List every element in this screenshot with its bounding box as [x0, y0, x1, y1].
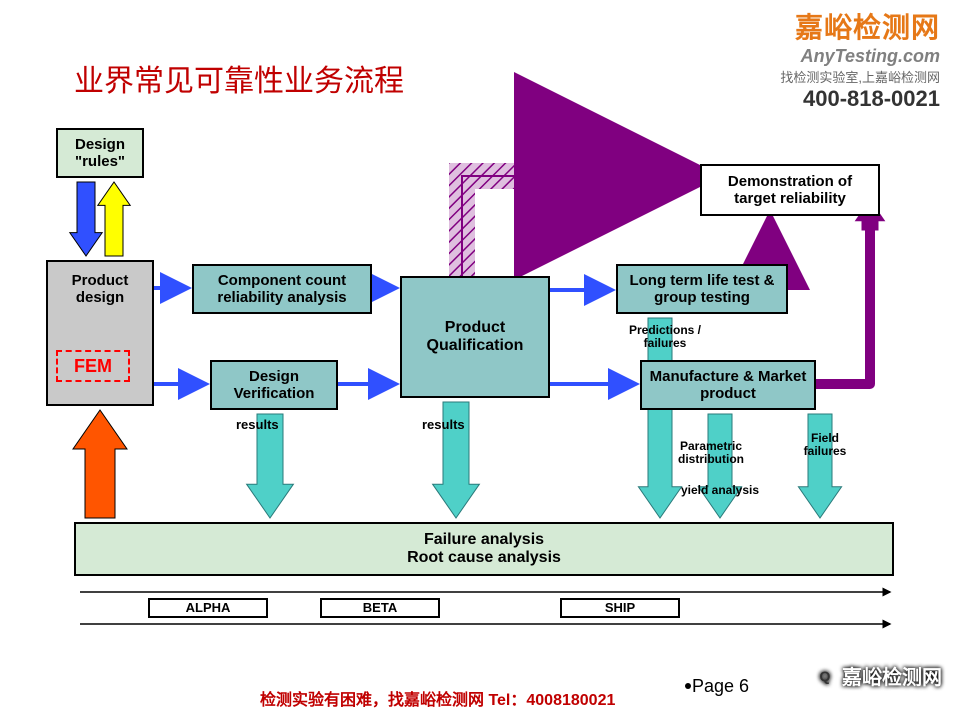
label-field: Field failures [790, 432, 860, 458]
slide-title: 业界常见可靠性业务流程 [74, 56, 404, 100]
footer-text: 检测实验有困难，找嘉峪检测网 Tel：4008180021 [260, 686, 615, 710]
logo-block: 嘉峪检测网 AnyTesting.com 找检测实验室,上嘉峪检测网 400-8… [780, 6, 940, 112]
stage-alpha: ALPHA [148, 598, 268, 618]
label-results2: results [422, 418, 465, 432]
box-manufacture: Manufacture & Market product [640, 360, 816, 410]
stage-ship: SHIP [560, 598, 680, 618]
watermark: Q 嘉峪检测网 [814, 661, 942, 690]
box-longterm: Long term life test & group testing [616, 264, 788, 314]
wechat-icon: Q [814, 665, 836, 687]
box-demonstration: Demonstration of target reliability [700, 164, 880, 216]
box-product_qual: Product Qualification [400, 276, 550, 398]
box-product_design: Product design [46, 260, 154, 406]
logo-phone: 400-818-0021 [780, 86, 940, 112]
label-predictions: Predictions / failures [610, 324, 720, 350]
box-design_verif: Design Verification [210, 360, 338, 410]
box-fem: FEM [56, 350, 130, 382]
box-failure: Failure analysis Root cause analysis [74, 522, 894, 576]
label-results1: results [236, 418, 279, 432]
box-component: Component count reliability analysis [192, 264, 372, 314]
logo-en: AnyTesting.com [780, 46, 940, 67]
stage-beta: BETA [320, 598, 440, 618]
label-yield: yield analysis [680, 484, 760, 497]
logo-cn: 嘉峪检测网 [780, 6, 940, 46]
page-number: Page 6 [692, 676, 749, 697]
logo-sub: 找检测实验室,上嘉峪检测网 [780, 67, 940, 86]
label-parametric: Parametric distribution [656, 440, 766, 466]
box-design_rules: Design "rules" [56, 128, 144, 178]
